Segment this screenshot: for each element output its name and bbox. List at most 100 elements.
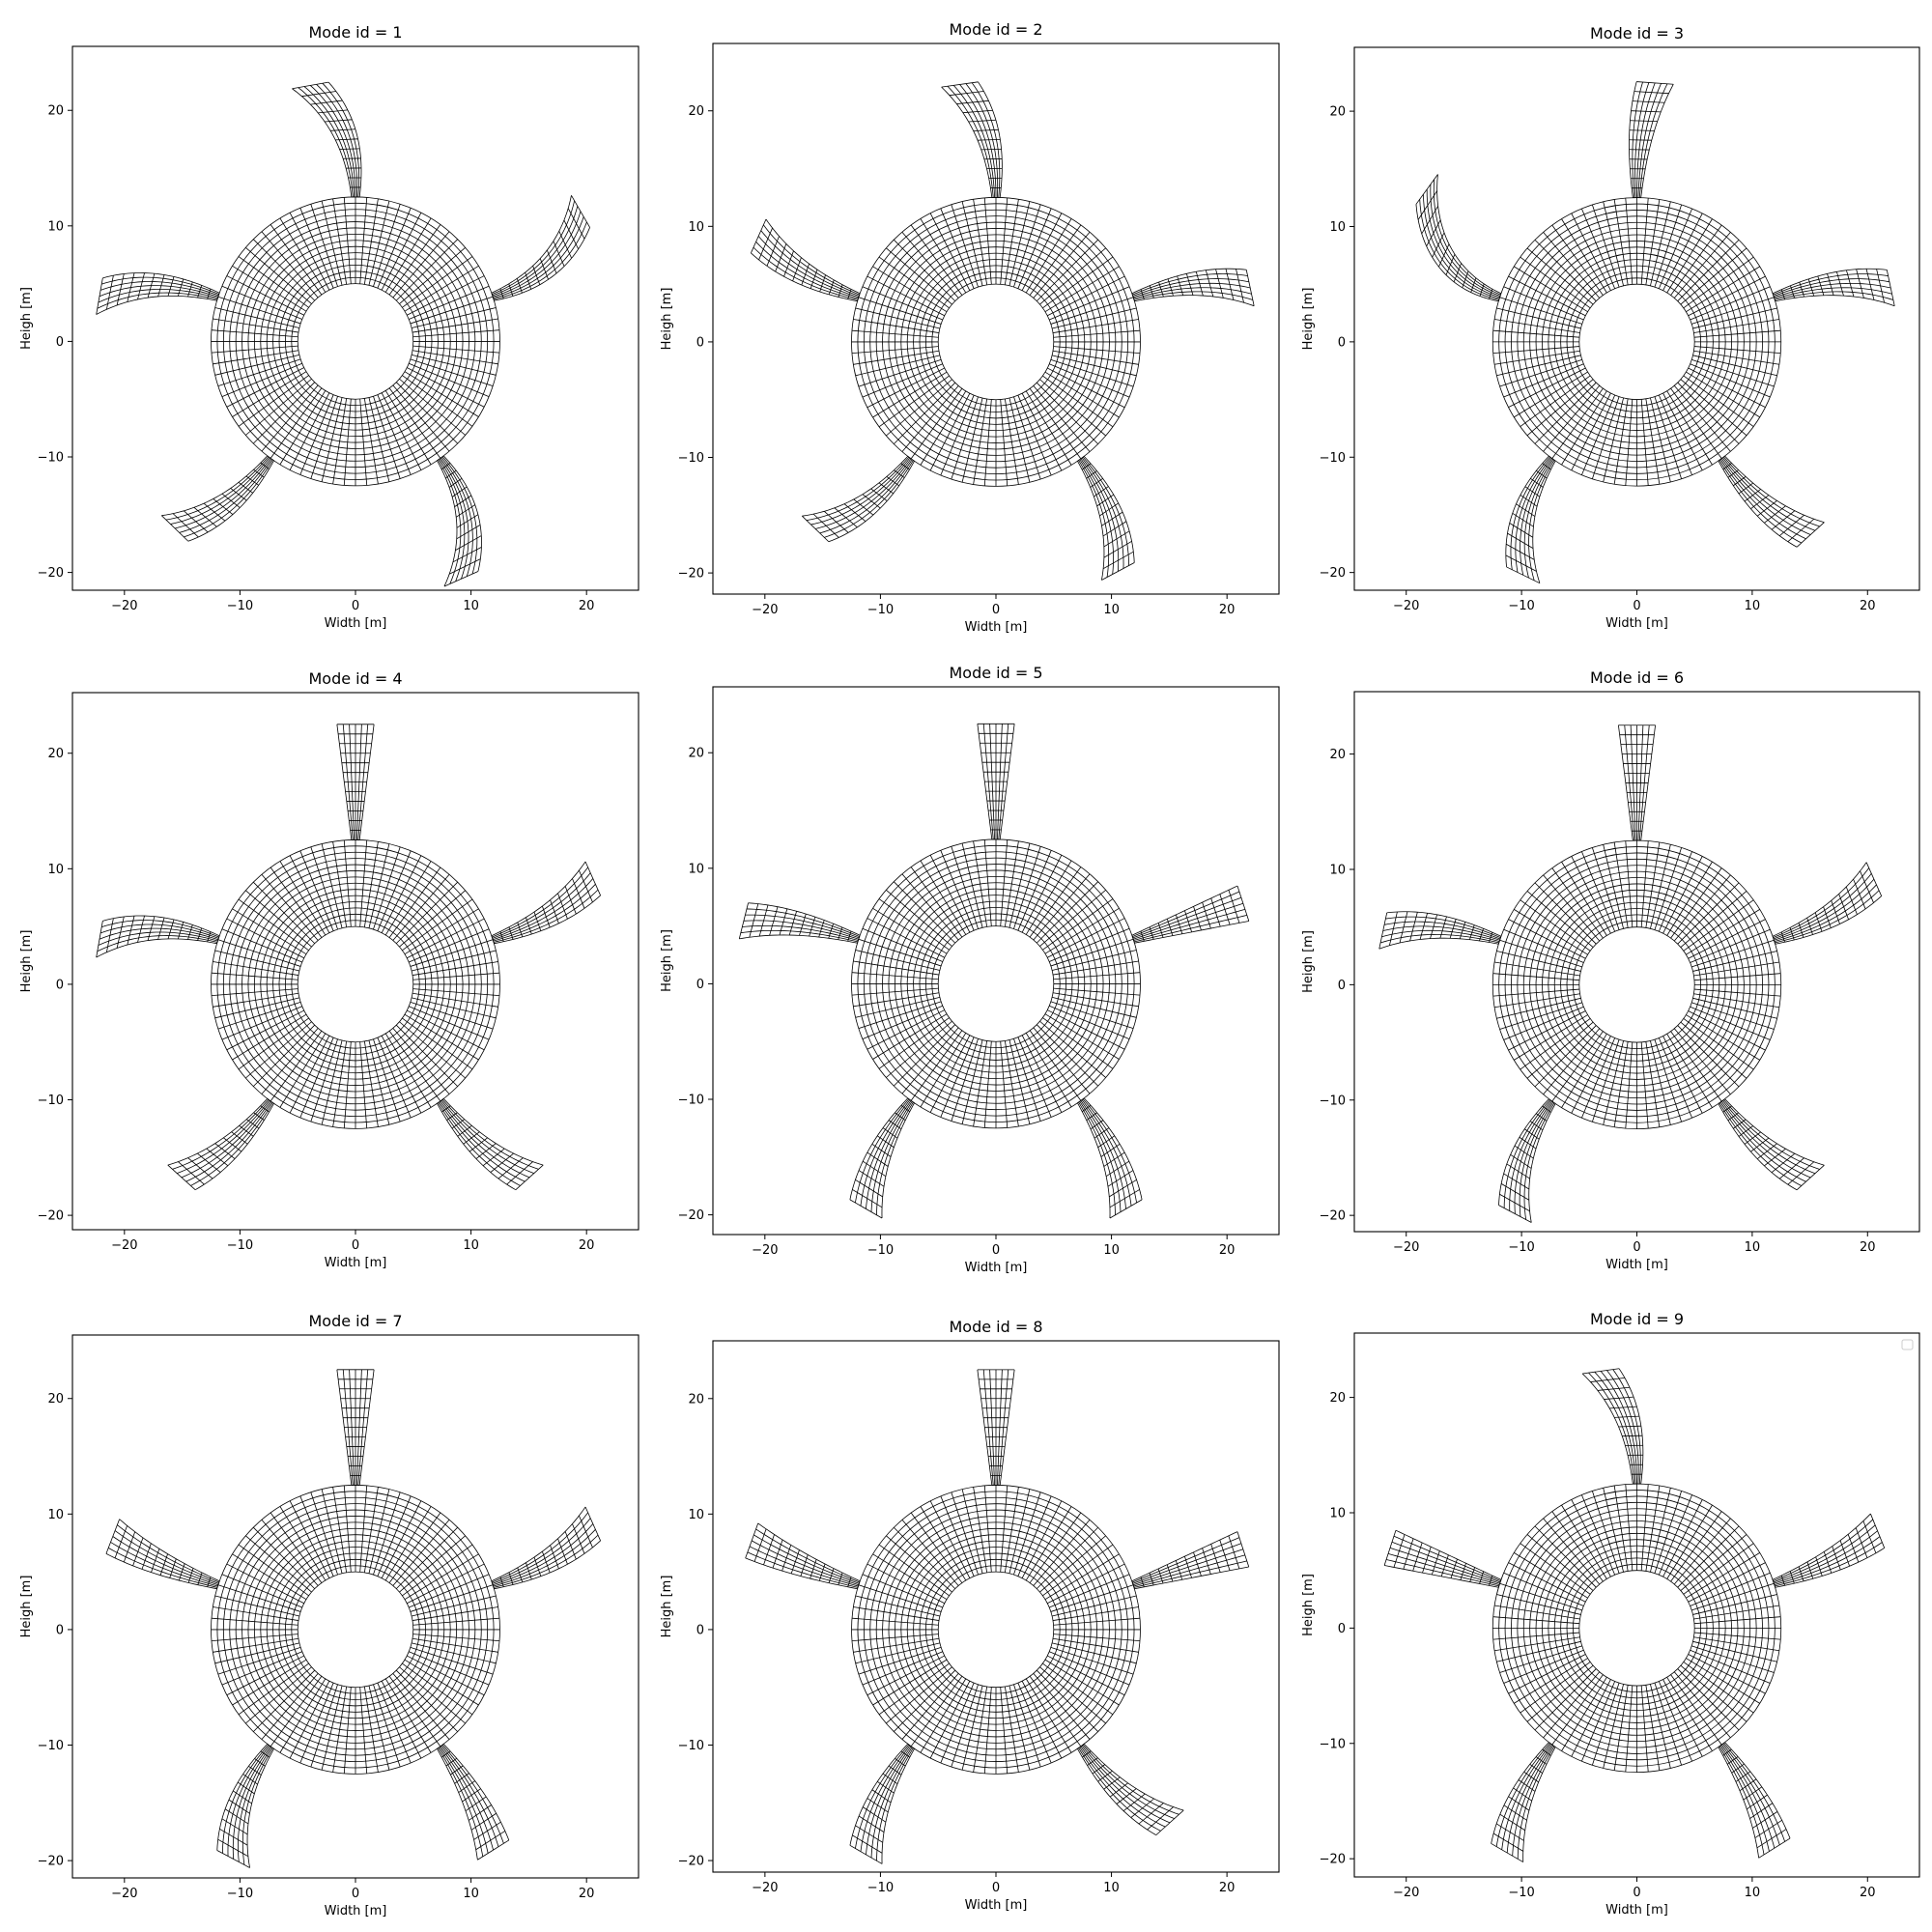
arm-long-line bbox=[492, 206, 579, 297]
arm-long-line bbox=[184, 459, 273, 538]
mesh-spoke bbox=[245, 1021, 312, 1079]
mesh-spoke bbox=[878, 1662, 950, 1716]
mesh-spoke bbox=[1036, 239, 1098, 301]
mesh-spoke bbox=[1499, 297, 1582, 325]
y-tick-label: 20 bbox=[1329, 1391, 1346, 1406]
arm-long-line bbox=[1722, 457, 1816, 531]
mesh-spoke bbox=[929, 1500, 971, 1578]
mesh-ring bbox=[937, 925, 1055, 1042]
arm-long-line bbox=[739, 934, 858, 944]
mesh-spoke bbox=[1680, 1534, 1747, 1591]
arm-long-line bbox=[1077, 1102, 1111, 1219]
mesh-spoke bbox=[310, 204, 338, 287]
mesh-spoke bbox=[862, 363, 943, 398]
mesh-spoke bbox=[1520, 375, 1591, 427]
mesh-ring bbox=[297, 1571, 414, 1689]
arm-long-line bbox=[1594, 1371, 1636, 1485]
mesh-spoke bbox=[221, 1006, 302, 1040]
y-tick-label: −10 bbox=[678, 451, 704, 466]
mesh-spoke bbox=[245, 890, 312, 948]
mesh-spoke bbox=[1613, 199, 1629, 285]
arm-long-line bbox=[1134, 295, 1255, 307]
arm-5 bbox=[1131, 268, 1255, 307]
arm-long-line bbox=[185, 1101, 272, 1182]
x-tick-label: −10 bbox=[227, 1887, 253, 1901]
mesh-spoke bbox=[1492, 346, 1580, 354]
mesh-spoke bbox=[1543, 874, 1601, 942]
mesh-spoke bbox=[289, 1500, 330, 1578]
mesh-spoke bbox=[1499, 358, 1582, 387]
arm-cross-line bbox=[1077, 456, 1085, 462]
arm-long-line bbox=[978, 81, 1003, 198]
mesh-spoke bbox=[1662, 392, 1703, 471]
arm-long-line bbox=[1606, 1370, 1639, 1485]
x-tick-label: 10 bbox=[1745, 599, 1761, 613]
mesh-spoke bbox=[1666, 1034, 1713, 1108]
mesh-spoke bbox=[332, 1040, 348, 1127]
mesh-spoke bbox=[1049, 286, 1130, 321]
mesh-spoke bbox=[332, 1686, 348, 1773]
y-axis-label-6: Heigh [m] bbox=[1301, 930, 1316, 993]
mesh-spoke bbox=[1673, 1518, 1731, 1585]
mesh-spoke bbox=[951, 1684, 979, 1768]
mesh-spoke bbox=[1658, 208, 1692, 289]
arm-long-line bbox=[298, 87, 354, 197]
mesh-spoke bbox=[368, 200, 390, 286]
mesh-spoke bbox=[299, 394, 334, 475]
mesh-spoke bbox=[1543, 1028, 1601, 1095]
mesh-spoke bbox=[1670, 1674, 1722, 1746]
mesh-spoke bbox=[1680, 1664, 1747, 1722]
mesh-spoke bbox=[858, 1584, 942, 1612]
mesh-spoke bbox=[1053, 987, 1141, 996]
mesh-spoke bbox=[1680, 247, 1747, 305]
arm-long-line bbox=[1719, 1746, 1765, 1856]
mesh-spoke bbox=[1662, 213, 1703, 291]
arm-long-line bbox=[1134, 1566, 1249, 1590]
mesh-spoke bbox=[1508, 367, 1586, 408]
mesh-spoke bbox=[245, 1535, 312, 1593]
arm-cross-line bbox=[96, 921, 103, 958]
mesh-spoke bbox=[363, 198, 379, 285]
arm-long-line bbox=[494, 895, 601, 945]
mesh-spoke bbox=[253, 1669, 316, 1732]
mesh-spoke bbox=[1492, 329, 1580, 338]
arm-long-line bbox=[102, 915, 220, 937]
mesh-spoke bbox=[221, 928, 302, 963]
mesh-spoke bbox=[1013, 396, 1041, 480]
mesh-spoke bbox=[392, 1028, 450, 1094]
x-tick-label: −10 bbox=[1508, 599, 1534, 613]
mesh-spoke bbox=[1000, 839, 1009, 926]
arm-long-line bbox=[1719, 1745, 1770, 1852]
arm-long-line bbox=[952, 85, 995, 198]
mesh-spoke bbox=[1496, 997, 1581, 1019]
mesh-spoke bbox=[410, 296, 494, 325]
arm-long-line bbox=[998, 724, 1009, 839]
subplot-6: −20 −10 0 10 20 −20 −10 0 10 20 Mode id = 6 Width [… bbox=[1301, 668, 1920, 1272]
mesh-spoke bbox=[395, 382, 458, 444]
mesh-spoke bbox=[1613, 398, 1629, 485]
arm-long-line bbox=[1775, 295, 1895, 307]
mesh-ring bbox=[1578, 1570, 1695, 1687]
arm-long-line bbox=[996, 1369, 1003, 1486]
mesh-spoke bbox=[1503, 286, 1584, 321]
arm-long-line bbox=[755, 1528, 860, 1583]
mesh-spoke bbox=[1033, 385, 1091, 452]
mesh-spoke bbox=[973, 1040, 988, 1127]
arm-long-line bbox=[96, 295, 217, 315]
arm-long-line bbox=[1624, 724, 1635, 841]
arm-long-line bbox=[181, 1100, 271, 1179]
mesh-spoke bbox=[1650, 201, 1671, 286]
mesh-spoke bbox=[245, 1666, 312, 1724]
mesh-spoke bbox=[373, 204, 401, 287]
arm-long-line bbox=[114, 1530, 219, 1584]
arm-4 bbox=[1718, 1098, 1825, 1191]
mesh-spoke bbox=[402, 1662, 473, 1716]
arm-long-line bbox=[1384, 1565, 1499, 1588]
mesh-ring bbox=[937, 283, 1055, 401]
arm-long-line bbox=[1382, 925, 1500, 941]
mesh-spoke bbox=[1650, 1684, 1671, 1769]
arm-long-line bbox=[989, 1369, 996, 1486]
arm-long-line bbox=[1491, 1742, 1549, 1844]
mesh-spoke bbox=[217, 1002, 301, 1030]
mesh-spoke bbox=[399, 890, 466, 948]
